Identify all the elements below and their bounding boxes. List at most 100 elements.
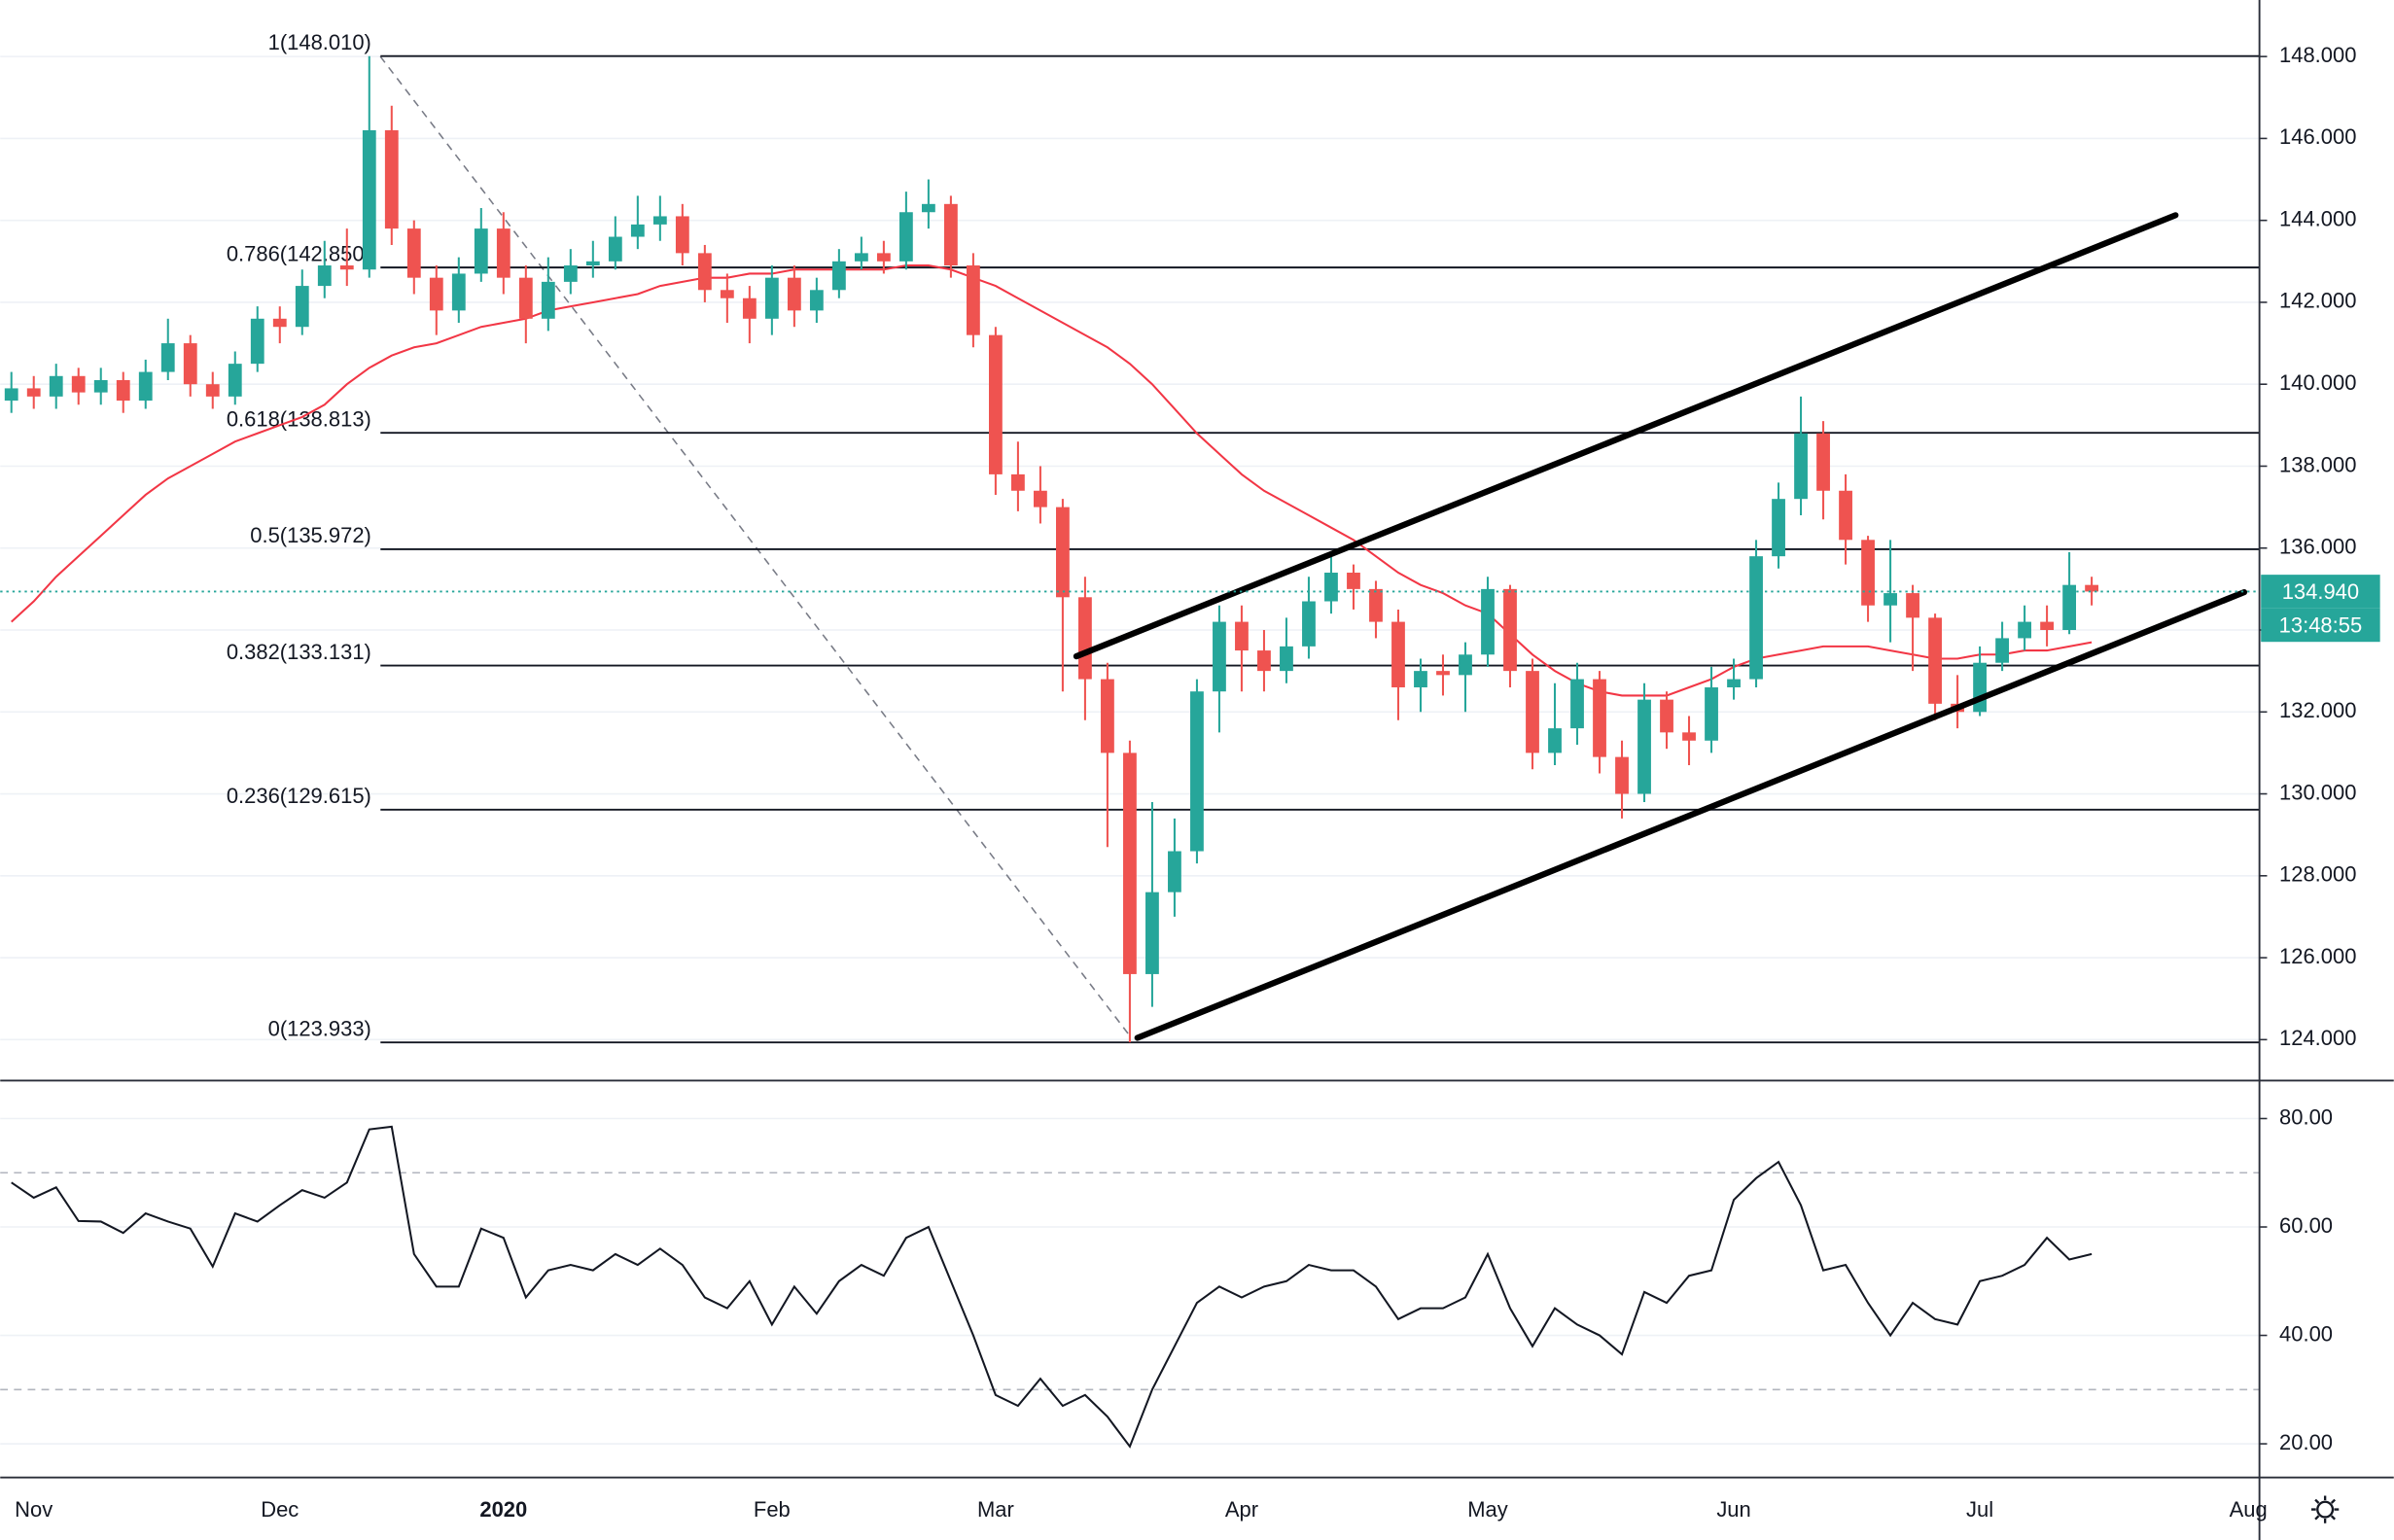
candle-body (563, 265, 578, 282)
x-tick-label: May (1467, 1497, 1508, 1522)
fib-level-label: 0.382(133.131) (227, 640, 371, 664)
countdown-label: 13:48:55 (2279, 612, 2363, 637)
candle-body (1727, 679, 1741, 687)
candle-body (183, 343, 197, 385)
candle-body (876, 253, 891, 262)
candle-body (1369, 588, 1383, 622)
candle-body (138, 371, 153, 402)
candle-body (1839, 490, 1852, 541)
candle-body (675, 216, 689, 254)
candle-body (228, 364, 242, 397)
y-tick-label: 148.000 (2279, 43, 2356, 67)
candle-body (205, 384, 220, 397)
candle-body (1861, 540, 1875, 606)
candle-body (630, 224, 645, 237)
candle-body (384, 129, 399, 229)
candle-body (2040, 621, 2054, 631)
candle-body (1794, 433, 1808, 500)
candle-body (4, 388, 18, 402)
settings-icon-teeth (2311, 1495, 2340, 1523)
candle-body (26, 388, 41, 397)
candle-body (1391, 621, 1405, 687)
x-tick-label: Nov (15, 1497, 53, 1522)
candle-body (809, 290, 824, 311)
price-tag-label: 134.940 (2282, 579, 2359, 604)
candle-body (406, 228, 421, 278)
rsi-line (11, 1125, 2093, 1449)
candle-body (1302, 601, 1316, 647)
candle-body (1213, 621, 1226, 692)
candle-body (943, 203, 958, 266)
candle-body (1145, 892, 1159, 974)
candle-body (1570, 679, 1584, 729)
candle-body (429, 277, 443, 311)
candle-body (1324, 573, 1338, 602)
candle-body (541, 281, 555, 319)
candle-body (1168, 851, 1181, 892)
candle-body (71, 375, 86, 393)
y-tick-label: 140.000 (2279, 370, 2356, 395)
candle-body (272, 318, 287, 328)
candle-body (1615, 756, 1629, 794)
candle-body (1973, 662, 1987, 713)
candle-body (1190, 691, 1204, 852)
candle-body (1011, 473, 1025, 491)
candle-body (1056, 507, 1070, 598)
candle-body (295, 286, 309, 328)
candle-body (831, 261, 846, 291)
candle-body (93, 379, 108, 393)
candle-body (1078, 597, 1092, 680)
candle-body (1481, 588, 1495, 655)
candle-body (720, 290, 734, 298)
y-tick-label: 138.000 (2279, 452, 2356, 476)
candle-body (921, 203, 935, 213)
y-tick-label: 136.000 (2279, 535, 2356, 559)
settings-icon[interactable] (2311, 1495, 2340, 1523)
y-tick-label: 130.000 (2279, 780, 2356, 804)
y-tick-label: 60.00 (2279, 1213, 2333, 1238)
candle-body (1705, 686, 1718, 741)
candle-body (1637, 699, 1651, 794)
candle-body (854, 253, 868, 262)
candle-body (1884, 593, 1897, 606)
candle-body (1347, 573, 1360, 589)
moving-average (11, 263, 2093, 697)
fib-level-label: 0.236(129.615) (227, 784, 371, 808)
candle-body (2062, 584, 2076, 631)
x-tick-label: Dec (261, 1497, 299, 1522)
candle-body (966, 265, 980, 335)
candle-body (1682, 732, 1696, 741)
candle-body (1257, 650, 1271, 672)
candle-body (1436, 671, 1450, 676)
ma-line (11, 263, 2093, 697)
candle-body (116, 379, 130, 402)
candle-body (250, 318, 264, 365)
candle-body (1593, 679, 1606, 757)
candle-body (1123, 752, 1137, 974)
x-tick-label: Feb (754, 1497, 791, 1522)
channel-lower (1134, 588, 2248, 1041)
candle-body (1101, 679, 1114, 753)
candles (4, 55, 2099, 1043)
candle-body (1503, 588, 1517, 672)
candle-body (608, 236, 622, 262)
candle-body (160, 343, 175, 372)
candle-body (697, 253, 712, 291)
candle-body (1235, 621, 1249, 651)
countdown-box (2261, 608, 2380, 643)
y-tick-label: 124.000 (2279, 1026, 2356, 1050)
fib-level-label: 0.5(135.972) (250, 523, 371, 547)
candle-body (1928, 617, 1942, 704)
candle-body (652, 216, 667, 225)
fib-level-label: 0(123.933) (268, 1016, 371, 1040)
x-tick-label: Aug (2230, 1497, 2268, 1522)
candle-body (585, 261, 600, 266)
candle-body (339, 265, 354, 270)
candle-body (1280, 646, 1293, 672)
fib-level-label: 0.786(142.850) (227, 241, 371, 265)
candle-body (474, 228, 488, 274)
settings-icon-ring (2316, 1500, 2335, 1519)
y-tick-label: 132.000 (2279, 698, 2356, 722)
candle-body (2085, 584, 2099, 592)
